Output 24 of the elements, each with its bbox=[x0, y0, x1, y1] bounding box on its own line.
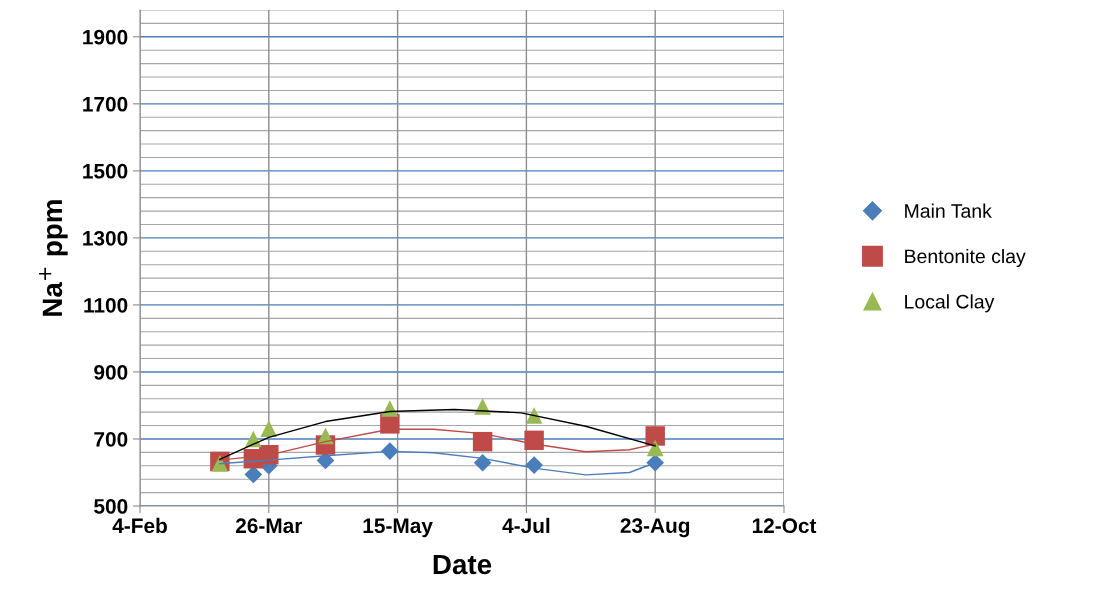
x-tick-label: 12-Oct bbox=[752, 518, 817, 534]
legend-label: Local Clay bbox=[905, 294, 995, 313]
point bbox=[524, 430, 544, 451]
point bbox=[645, 426, 665, 446]
x-tick-label: 23-Aug bbox=[620, 518, 690, 538]
point bbox=[646, 439, 664, 457]
y-tick-label: 1500 bbox=[83, 163, 128, 179]
y-tick-label: 1900 bbox=[83, 29, 128, 45]
x-tick-label: 4-Jul bbox=[502, 517, 550, 534]
y-tick-label: 1300 bbox=[83, 230, 128, 246]
legend-label: Main Tank bbox=[905, 203, 992, 218]
x-tick-label: 15-May bbox=[363, 518, 433, 538]
point bbox=[525, 407, 543, 424]
legend-label: Bentonite clay bbox=[905, 248, 1026, 268]
x-tick-label: 26-Mar bbox=[235, 518, 303, 534]
x-axis-title: Date bbox=[433, 554, 492, 575]
y-tick-label: 500 bbox=[94, 499, 128, 514]
y-tick-label: 1100 bbox=[84, 297, 128, 313]
y-tick-label: 900 bbox=[94, 364, 128, 380]
y-axis-title: Na$^{+}$ ppm bbox=[39, 200, 68, 316]
point bbox=[260, 420, 278, 437]
y-tick-label: 1700 bbox=[83, 96, 128, 112]
y-tick-label: 700 bbox=[94, 431, 128, 447]
x-tick-label: 4-Feb bbox=[112, 517, 167, 534]
